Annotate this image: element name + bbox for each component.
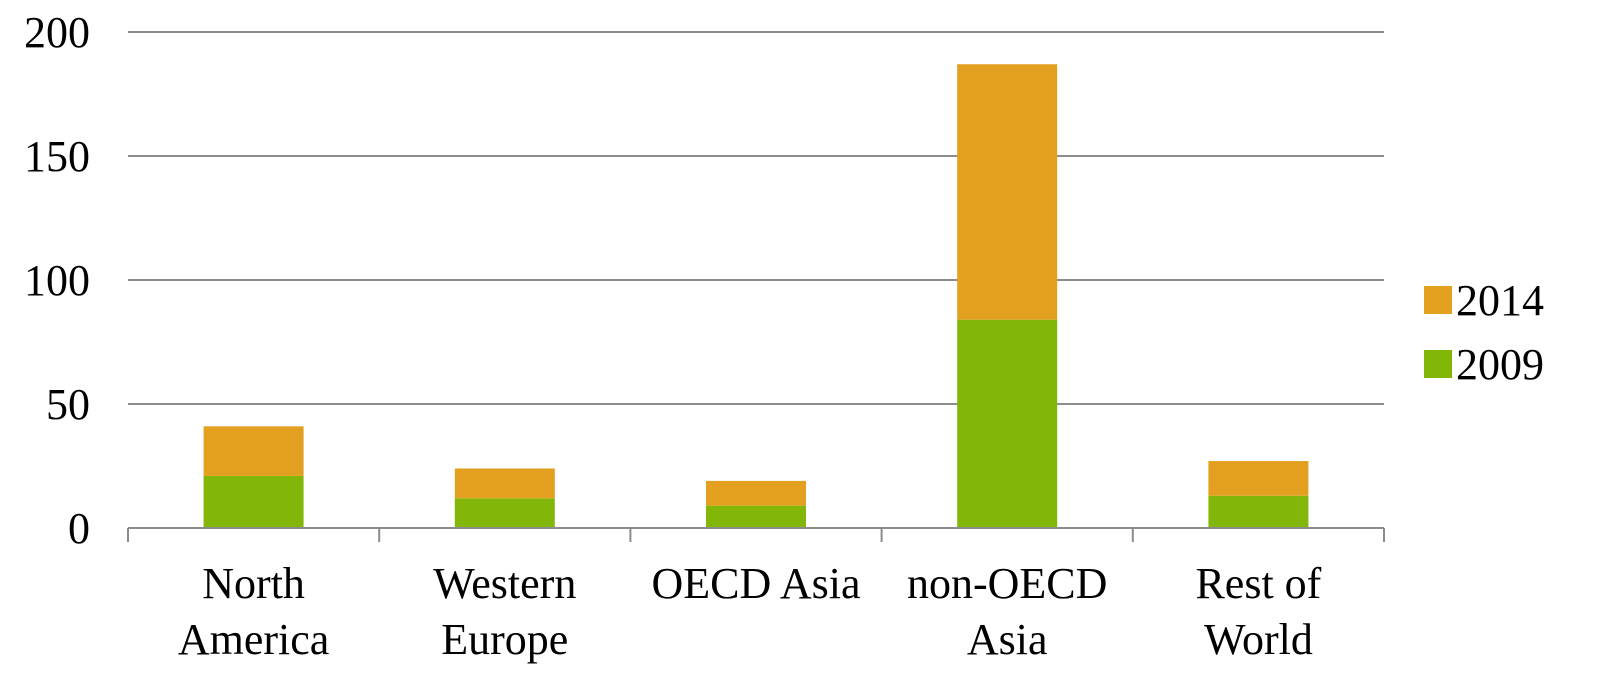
y-tick-label: 200: [24, 8, 90, 57]
x-tick-label: World: [1204, 615, 1313, 664]
legend: 2014 2009: [1424, 276, 1544, 389]
y-tick-label: 150: [24, 132, 90, 181]
x-tick-label: North: [202, 559, 305, 608]
x-tick-label: Rest of: [1195, 559, 1321, 608]
y-tick-label: 0: [68, 504, 90, 553]
y-tick-label: 100: [24, 256, 90, 305]
bar-2014-3: [957, 64, 1058, 320]
x-tick-label: Europe: [441, 615, 568, 664]
y-tick-label: 50: [46, 380, 90, 429]
bar-2009-4: [1208, 495, 1309, 528]
bar-2009-1: [454, 498, 555, 528]
bar-2009-0: [203, 475, 304, 528]
x-axis: [127, 527, 1385, 542]
gridlines: [128, 31, 1384, 405]
bar-2014-4: [1208, 461, 1309, 496]
bar-2014-2: [706, 480, 806, 506]
x-tick-label: America: [178, 615, 329, 664]
legend-label-2009: 2009: [1456, 340, 1544, 389]
bars: [203, 64, 1309, 528]
x-tick-label: non-OECD: [907, 559, 1107, 608]
bar-2014-0: [203, 426, 304, 476]
bar-2014-1: [454, 468, 555, 499]
x-tick-label: Western: [433, 559, 576, 608]
x-tick-label: OECD Asia: [652, 559, 861, 608]
bar-2009-2: [706, 505, 806, 528]
x-tick-label: Asia: [967, 615, 1048, 664]
y-axis-tick-labels: 0 50 100 150 200: [24, 8, 90, 553]
x-axis-tick-labels: North America Western Europe OECD Asia non-OE…: [178, 559, 1322, 664]
legend-label-2014: 2014: [1456, 276, 1544, 325]
legend-swatch-2009: [1424, 350, 1452, 378]
legend-swatch-2014: [1424, 286, 1452, 314]
bar-2009-3: [957, 319, 1058, 528]
